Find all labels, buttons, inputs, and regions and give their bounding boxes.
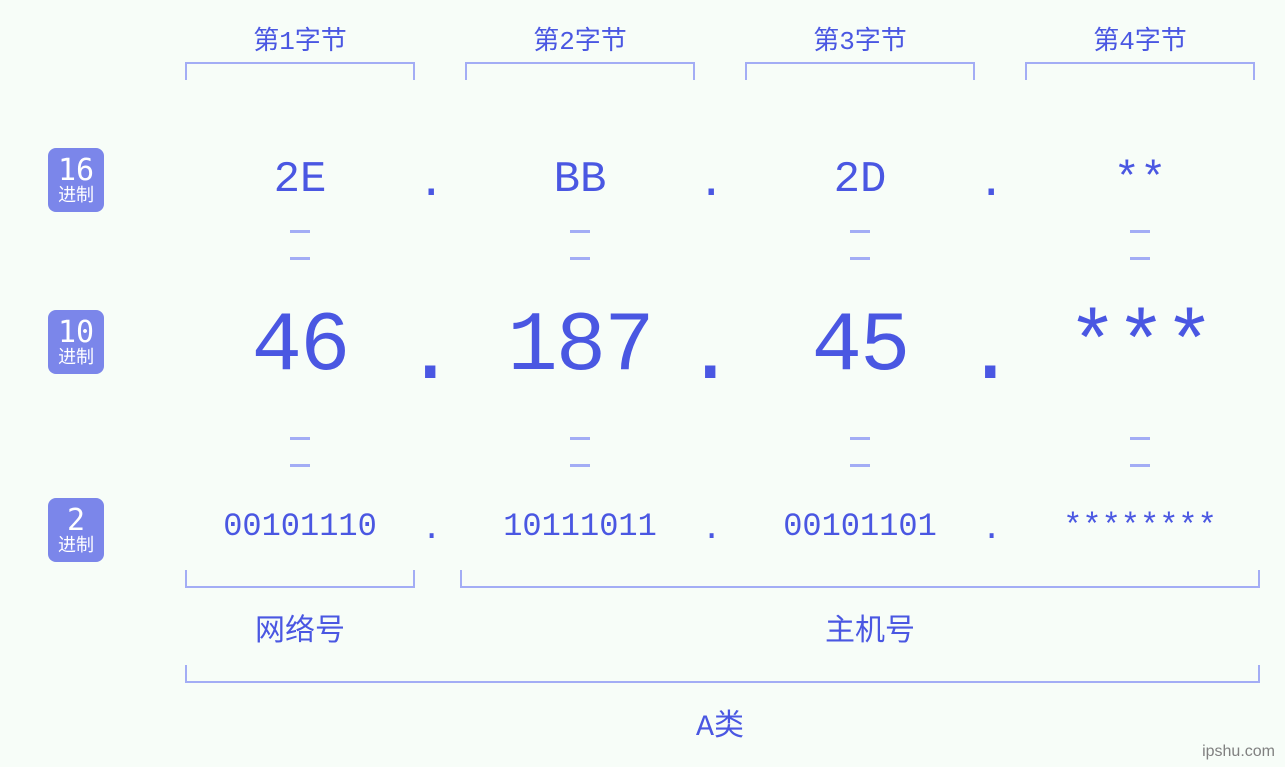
byte-header-3: 第3字节: [740, 20, 980, 57]
badge-bin: 2 进制: [48, 498, 104, 562]
dec-val-4: ***: [1020, 300, 1260, 395]
label-host: 主机号: [800, 605, 940, 650]
badge-dec: 10 进制: [48, 310, 104, 374]
badge-bin-sub: 进制: [58, 538, 94, 556]
bracket-host: [460, 570, 1260, 588]
byte-header-1: 第1字节: [180, 20, 420, 57]
hex-val-4: **: [1020, 155, 1260, 205]
badge-hex: 16 进制: [48, 148, 104, 212]
badge-hex-sub: 进制: [58, 188, 94, 206]
equals-2d: [1130, 437, 1150, 467]
byte-header-2: 第2字节: [460, 20, 700, 57]
hex-val-2: BB: [460, 155, 700, 205]
dec-val-2: 187: [460, 300, 700, 395]
equals-2b: [570, 437, 590, 467]
badge-bin-num: 2: [58, 506, 94, 536]
bin-val-4: ********: [1000, 508, 1280, 545]
dot-bin-2: .: [702, 508, 721, 546]
equals-1a: [290, 230, 310, 260]
dot-hex-3: .: [978, 155, 1005, 206]
bracket-top-3: [745, 62, 975, 80]
dot-dec-2: .: [685, 300, 736, 398]
bin-val-3: 00101101: [720, 508, 1000, 545]
dot-dec-1: .: [405, 300, 456, 398]
equals-1c: [850, 230, 870, 260]
dot-hex-1: .: [418, 155, 445, 206]
bracket-top-1: [185, 62, 415, 80]
dec-val-3: 45: [740, 300, 980, 395]
bin-val-2: 10111011: [440, 508, 720, 545]
label-class: A类: [670, 700, 770, 745]
watermark: ipshu.com: [1202, 743, 1275, 761]
bracket-top-4: [1025, 62, 1255, 80]
bracket-top-2: [465, 62, 695, 80]
badge-hex-num: 16: [58, 156, 94, 186]
bin-val-1: 00101110: [160, 508, 440, 545]
hex-val-1: 2E: [180, 155, 420, 205]
equals-2a: [290, 437, 310, 467]
dot-dec-3: .: [965, 300, 1016, 398]
dot-bin-1: .: [422, 508, 441, 546]
badge-dec-sub: 进制: [58, 350, 94, 368]
dot-bin-3: .: [982, 508, 1001, 546]
hex-val-3: 2D: [740, 155, 980, 205]
equals-1d: [1130, 230, 1150, 260]
equals-2c: [850, 437, 870, 467]
bracket-class: [185, 665, 1260, 683]
equals-1b: [570, 230, 590, 260]
bracket-network: [185, 570, 415, 588]
badge-dec-num: 10: [58, 318, 94, 348]
label-network: 网络号: [230, 605, 370, 650]
byte-header-4: 第4字节: [1020, 20, 1260, 57]
dec-val-1: 46: [180, 300, 420, 395]
dot-hex-2: .: [698, 155, 725, 206]
